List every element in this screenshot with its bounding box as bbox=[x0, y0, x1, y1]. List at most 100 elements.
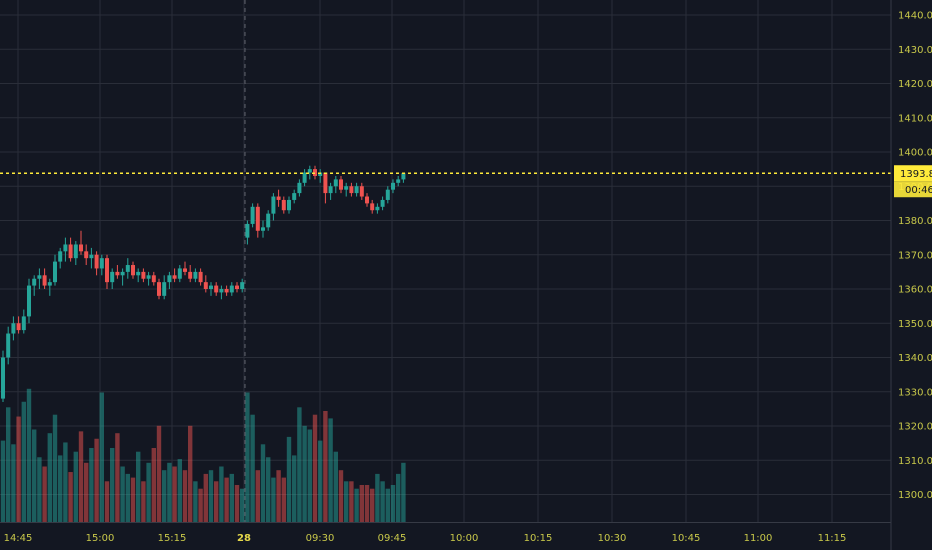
candle-body bbox=[63, 244, 68, 252]
volume-bar bbox=[0, 440, 6, 522]
y-tick-label: 1350.00 bbox=[898, 319, 932, 330]
candle-body bbox=[99, 258, 104, 269]
candle-body bbox=[235, 285, 239, 289]
volume-bar bbox=[214, 481, 219, 522]
candle-body bbox=[84, 251, 89, 259]
candle-body bbox=[214, 285, 219, 293]
volume-bar bbox=[125, 473, 130, 522]
candle-body bbox=[167, 275, 172, 283]
price-axis[interactable]: 1440.001430.001420.001410.001400.001390.… bbox=[898, 11, 932, 502]
volume-bar bbox=[193, 481, 198, 522]
candle-body bbox=[209, 285, 213, 289]
y-tick-label: 1440.00 bbox=[898, 11, 932, 22]
candle-body bbox=[27, 285, 31, 317]
volume-bar bbox=[375, 473, 380, 522]
volume-bar bbox=[208, 470, 214, 522]
candle-body bbox=[271, 196, 276, 214]
y-tick-label: 1340.00 bbox=[898, 353, 932, 364]
candle-body bbox=[287, 199, 291, 211]
volume-bar bbox=[73, 451, 78, 522]
volume-bar bbox=[162, 470, 167, 522]
volume-bar bbox=[94, 438, 99, 522]
grid bbox=[0, 0, 891, 522]
candle-body bbox=[110, 271, 115, 283]
candle-body bbox=[276, 196, 281, 200]
candle-body bbox=[21, 316, 26, 331]
candle-body bbox=[1, 357, 5, 399]
candle-body bbox=[58, 251, 63, 262]
candle-body bbox=[125, 265, 130, 272]
candle-body bbox=[385, 189, 390, 200]
candle-body bbox=[323, 172, 328, 194]
y-tick-label: 1360.00 bbox=[898, 285, 932, 296]
candle-body bbox=[245, 223, 250, 238]
volume-bar bbox=[370, 488, 375, 522]
volume-bar bbox=[333, 451, 338, 522]
volume-bar bbox=[78, 431, 84, 522]
candle-body bbox=[6, 333, 11, 358]
volume-bar bbox=[47, 433, 52, 522]
volume-bar bbox=[32, 429, 37, 522]
candle-body bbox=[339, 179, 343, 190]
x-tick-label: 11:00 bbox=[744, 533, 773, 544]
candle-body bbox=[349, 186, 354, 194]
volume-bar bbox=[255, 470, 260, 522]
volume-bar bbox=[359, 485, 364, 522]
volume-bar bbox=[146, 462, 151, 522]
x-tick-label: 10:30 bbox=[598, 533, 627, 544]
candle-body bbox=[297, 182, 302, 194]
volume-bar bbox=[68, 472, 73, 522]
candle-body bbox=[79, 244, 83, 252]
candle-body bbox=[281, 199, 286, 211]
candle-body bbox=[141, 271, 146, 279]
candle-body bbox=[94, 254, 99, 269]
x-tick-label: 28 bbox=[237, 533, 251, 544]
candle-body bbox=[146, 275, 151, 279]
candle-body bbox=[120, 271, 125, 276]
candle-body bbox=[162, 282, 167, 296]
volume-bar bbox=[338, 470, 344, 522]
volume-bar bbox=[84, 462, 89, 522]
volume-bar bbox=[219, 466, 224, 522]
volume-bar bbox=[380, 481, 385, 522]
volume-bar bbox=[344, 481, 349, 522]
candle-body bbox=[11, 323, 16, 334]
volume-bar bbox=[229, 473, 234, 522]
candle-body bbox=[302, 172, 307, 183]
time-axis[interactable]: 14:45 15:00 15:15 28 09:30 09:45 10:00 10:15 10:… bbox=[4, 533, 847, 544]
last-price-label: 1393.80 bbox=[900, 169, 932, 180]
candle-body bbox=[53, 261, 57, 283]
countdown-tag bbox=[894, 181, 932, 198]
candle-body bbox=[380, 199, 385, 207]
volume-bar bbox=[63, 442, 68, 522]
volume-bar bbox=[245, 392, 250, 522]
x-tick-label: 10:00 bbox=[450, 533, 479, 544]
volume-bar bbox=[286, 436, 292, 522]
countdown-label: 00:46 bbox=[905, 185, 932, 196]
candle-body bbox=[115, 271, 120, 276]
candle-body bbox=[255, 206, 260, 231]
volume-bar bbox=[89, 448, 94, 522]
candle-body bbox=[365, 196, 369, 204]
volume-bar bbox=[198, 488, 203, 522]
y-tick-label: 1310.00 bbox=[898, 456, 932, 467]
candle-body bbox=[157, 282, 161, 296]
last-price-tag bbox=[894, 165, 932, 182]
volume-bar bbox=[312, 414, 318, 522]
candle-body bbox=[151, 275, 156, 283]
candle-body bbox=[391, 182, 395, 190]
candle-body bbox=[172, 275, 177, 279]
volume-bar bbox=[136, 451, 141, 522]
volume-bar bbox=[182, 470, 188, 522]
x-tick-label: 10:15 bbox=[524, 533, 553, 544]
candle-body bbox=[266, 213, 271, 228]
x-tick-label: 11:15 bbox=[818, 533, 847, 544]
volume-bar bbox=[292, 455, 297, 522]
y-tick-label: 1410.00 bbox=[898, 113, 932, 124]
volume-bar bbox=[203, 473, 208, 522]
volume-bar bbox=[110, 448, 115, 522]
y-tick-label: 1420.00 bbox=[898, 79, 932, 90]
volume-bar bbox=[260, 444, 266, 522]
candle-body bbox=[224, 289, 229, 293]
